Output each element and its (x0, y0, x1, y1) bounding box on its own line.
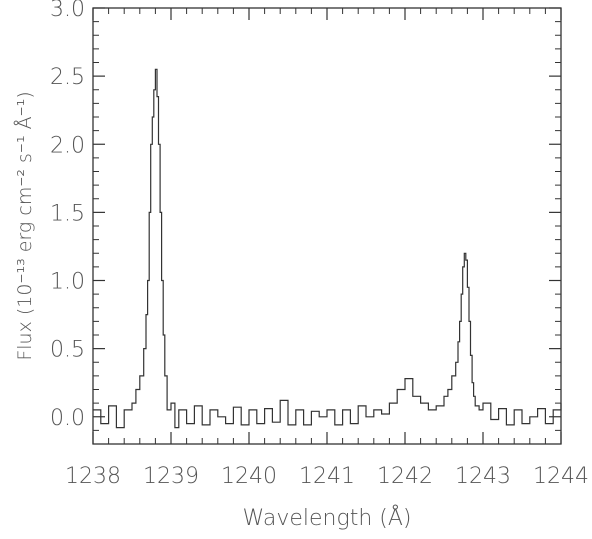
x-tick-labels: 1238 1239 1240 1241 1242 1243 1244 (65, 464, 589, 489)
y-tick-label: 1.0 (50, 270, 85, 295)
axis-ticks (92, 7, 562, 444)
x-tick-label: 1243 (455, 464, 511, 489)
x-tick-label: 1241 (299, 464, 355, 489)
y-tick-label: 1.5 (50, 201, 85, 226)
x-tick-label: 1238 (65, 464, 121, 489)
x-tick-label: 1244 (533, 464, 589, 489)
x-tick-label: 1240 (221, 464, 277, 489)
flux-series-line (93, 68, 562, 429)
plot-frame (92, 7, 562, 445)
x-tick-label: 1242 (377, 464, 433, 489)
x-axis-title: Wavelength (Å) (243, 505, 412, 531)
y-tick-label: 2.0 (50, 133, 85, 158)
x-tick-label: 1239 (143, 464, 199, 489)
y-tick-label: 3.0 (50, 0, 85, 22)
y-tick-label: 2.5 (50, 65, 85, 90)
y-tick-label: 0.5 (50, 338, 85, 363)
y-axis-title: Flux (10⁻¹³ erg cm⁻² s⁻¹ Å⁻¹) (13, 91, 36, 360)
y-tick-label: 0.0 (50, 406, 85, 431)
y-tick-labels: 0.0 0.5 1.0 1.5 2.0 2.5 3.0 (50, 0, 85, 431)
